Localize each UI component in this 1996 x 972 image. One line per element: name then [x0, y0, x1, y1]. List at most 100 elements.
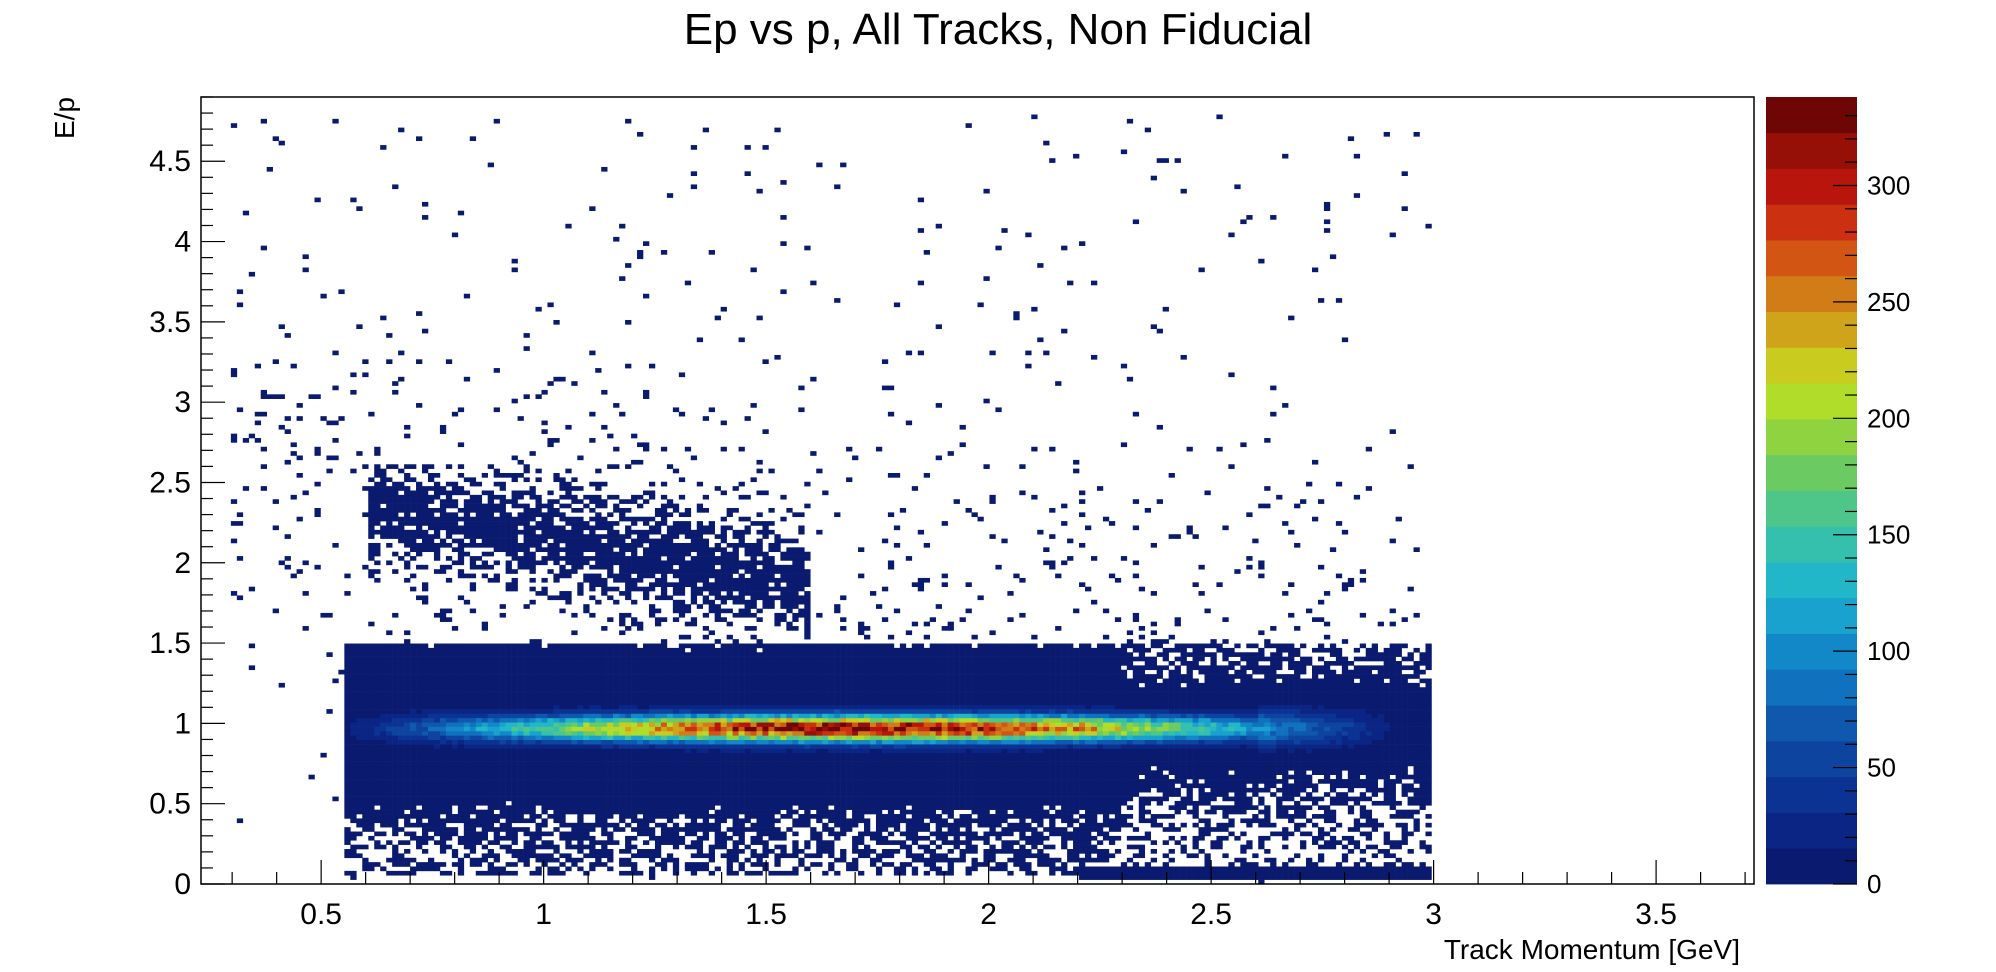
heatmap-cell	[631, 695, 638, 701]
heatmap-cell	[768, 730, 775, 736]
heatmap-cell	[499, 656, 506, 662]
heatmap-cell	[272, 525, 279, 531]
heatmap-cell	[696, 691, 704, 697]
heatmap-cell	[714, 656, 721, 662]
heatmap-cell	[672, 586, 680, 592]
heatmap-cell	[368, 556, 375, 561]
heatmap-cell	[398, 774, 405, 780]
heatmap-cell	[589, 678, 596, 684]
heatmap-cell	[356, 752, 363, 758]
heatmap-cell	[356, 744, 363, 749]
heatmap-cell	[410, 656, 417, 662]
heatmap-cell	[499, 643, 506, 649]
heatmap-cell	[445, 717, 453, 723]
heatmap-cell	[654, 608, 662, 614]
heatmap-cell	[505, 547, 512, 553]
heatmap-cell	[780, 870, 787, 876]
heatmap-cell	[726, 647, 733, 653]
heatmap-cell	[565, 783, 572, 789]
heatmap-cell	[762, 604, 769, 609]
heatmap-cell	[422, 835, 429, 841]
heatmap-cell	[553, 783, 560, 789]
heatmap-cell	[463, 792, 471, 797]
heatmap-cell	[672, 722, 680, 727]
heatmap-cell	[332, 455, 339, 461]
heatmap-cell	[422, 735, 429, 741]
heatmap-cell	[654, 748, 662, 754]
heatmap-cell	[595, 783, 602, 789]
heatmap-cell	[559, 678, 566, 684]
heatmap-cell	[720, 796, 727, 802]
heatmap-cell	[398, 827, 405, 832]
heatmap-cell	[529, 643, 536, 649]
heatmap-cell	[565, 547, 572, 553]
heatmap-cell	[433, 687, 441, 692]
heatmap-cell	[744, 709, 751, 714]
heatmap-cell	[344, 805, 351, 810]
heatmap-cell	[535, 814, 542, 819]
heatmap-cell	[726, 569, 733, 574]
heatmap-cell	[386, 735, 393, 741]
heatmap-cell	[720, 765, 727, 771]
heatmap-cell	[344, 669, 351, 675]
heatmap-cell	[744, 661, 751, 666]
heatmap-cell	[422, 595, 429, 601]
heatmap-cell	[768, 809, 775, 815]
heatmap-cell	[643, 656, 650, 662]
heatmap-cell	[732, 556, 739, 561]
heatmap-cell	[678, 783, 686, 789]
heatmap-cell	[392, 669, 399, 675]
heatmap-cell	[768, 678, 775, 684]
heatmap-cell	[362, 783, 369, 789]
heatmap-cell	[696, 577, 704, 583]
heatmap-cell	[380, 490, 387, 496]
heatmap-cell	[720, 818, 727, 824]
heatmap-cell	[637, 730, 644, 736]
heatmap-cell	[362, 726, 369, 732]
heatmap-cell	[511, 831, 518, 837]
heatmap-cell	[774, 612, 781, 618]
heatmap-cell	[559, 534, 566, 539]
heatmap-cell	[541, 805, 548, 810]
heatmap-cell	[505, 661, 512, 666]
heatmap-cell	[607, 595, 614, 601]
heatmap-cell	[350, 818, 357, 824]
heatmap-cell	[714, 713, 721, 719]
heatmap-cell	[505, 717, 512, 723]
heatmap-cell	[451, 713, 459, 719]
heatmap-cell	[720, 617, 727, 622]
heatmap-cell	[714, 687, 721, 692]
heatmap-cell	[571, 862, 578, 867]
heatmap-cell	[481, 761, 488, 767]
heatmap-cell	[445, 796, 453, 802]
heatmap-cell	[404, 822, 411, 828]
heatmap-cell	[732, 542, 739, 548]
heatmap-cell	[433, 765, 441, 771]
heatmap-cell	[780, 774, 787, 780]
heatmap-cell	[398, 643, 405, 649]
heatmap-cell	[732, 792, 739, 797]
heatmap-cell	[302, 626, 309, 631]
heatmap-cell	[708, 853, 715, 859]
heatmap-cell	[457, 538, 465, 544]
heatmap-cell	[708, 573, 715, 579]
heatmap-cell	[487, 744, 494, 749]
heatmap-cell	[631, 765, 638, 771]
heatmap-cell	[517, 809, 524, 815]
heatmap-cell	[720, 814, 727, 819]
heatmap-cell	[744, 145, 751, 150]
heatmap-cell	[439, 507, 447, 513]
heatmap-cell	[493, 700, 500, 706]
heatmap-cell	[607, 853, 614, 859]
heatmap-cell	[589, 516, 596, 522]
heatmap-cell	[625, 774, 632, 780]
heatmap-cell	[577, 586, 584, 592]
heatmap-cell	[565, 551, 572, 557]
heatmap-cell	[732, 595, 739, 601]
heatmap-cell	[392, 796, 399, 802]
heatmap-cell	[607, 534, 614, 539]
heatmap-cell	[678, 529, 686, 535]
heatmap-cell	[565, 844, 572, 850]
heatmap-cell	[445, 704, 453, 710]
heatmap-cell	[344, 717, 351, 723]
